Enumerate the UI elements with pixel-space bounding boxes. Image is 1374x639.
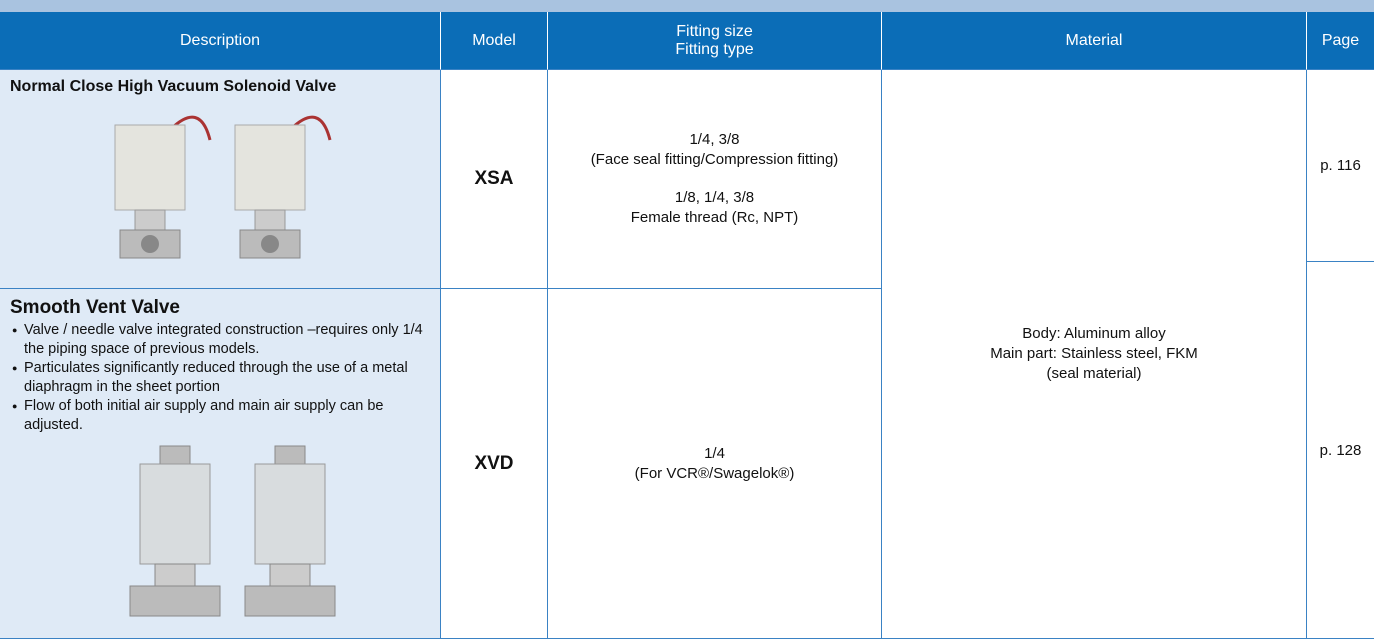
top-band — [0, 0, 1374, 12]
model-cell: XVD — [441, 289, 548, 639]
product-image — [129, 445, 336, 617]
header-cell: Page — [1307, 12, 1374, 70]
page-ref: p. 128 — [1319, 441, 1362, 459]
description-cell: Normal Close High Vacuum Solenoid Valve — [0, 70, 441, 289]
header-cell: Material — [882, 12, 1307, 70]
header-text: Fitting size — [676, 22, 753, 40]
material-cell: Body: Aluminum alloy Main part: Stainles… — [882, 70, 1307, 639]
bullet: Particulates significantly reduced throu… — [12, 359, 430, 397]
valve-icon — [129, 445, 221, 617]
header-cell: Fitting size Fitting type — [548, 12, 882, 70]
header-cell: Description — [0, 12, 441, 70]
header-text: Material — [1065, 31, 1123, 49]
fitting-cell: 1/4, 3/8 (Face seal fitting/Compression … — [548, 70, 882, 289]
header-text: Model — [472, 31, 516, 49]
model: XSA — [474, 168, 514, 189]
fitting-text: 1/4 — [704, 444, 725, 462]
product-title: Normal Close High Vacuum Solenoid Valve — [10, 78, 337, 95]
header-text: Page — [1321, 31, 1360, 49]
fitting-text: (Face seal fitting/Compression fitting) — [590, 151, 839, 168]
valve-icon — [234, 115, 332, 259]
header-text: Fitting type — [675, 40, 754, 58]
fitting-cell: 1/4 (For VCR®/Swagelok®) — [548, 289, 882, 639]
bullet: Valve / needle valve integrated construc… — [12, 321, 430, 359]
material-text: (seal material) — [1046, 365, 1142, 382]
model-cell: XSA — [441, 70, 548, 289]
valve-icon — [114, 115, 212, 259]
fitting-text: 1/8, 1/4, 3/8 — [674, 189, 755, 206]
header-cell: Model — [441, 12, 548, 70]
fitting-text: Female thread (Rc, NPT) — [630, 209, 799, 226]
fitting-text: (For VCR®/Swagelok®) — [634, 464, 795, 482]
model: XVD — [474, 452, 514, 474]
fitting-text: 1/4, 3/8 — [689, 131, 740, 148]
header-text: Description — [179, 31, 261, 49]
product-title: Smooth Vent Valve — [10, 297, 180, 318]
valve-icon — [244, 445, 336, 617]
bullet-list: Valve / needle valve integrated construc… — [10, 321, 430, 435]
material-text: Main part: Stainless steel, FKM — [990, 345, 1198, 362]
product-image — [114, 115, 332, 259]
page-cell: p. 116 — [1307, 70, 1374, 262]
page-ref: p. 116 — [1320, 157, 1361, 174]
description-cell: Smooth Vent Valve Valve / needle valve i… — [0, 289, 441, 639]
material-text: Body: Aluminum alloy — [1022, 325, 1166, 342]
page-cell: p. 128 — [1307, 262, 1374, 639]
bullet: Flow of both initial air supply and main… — [12, 397, 430, 435]
